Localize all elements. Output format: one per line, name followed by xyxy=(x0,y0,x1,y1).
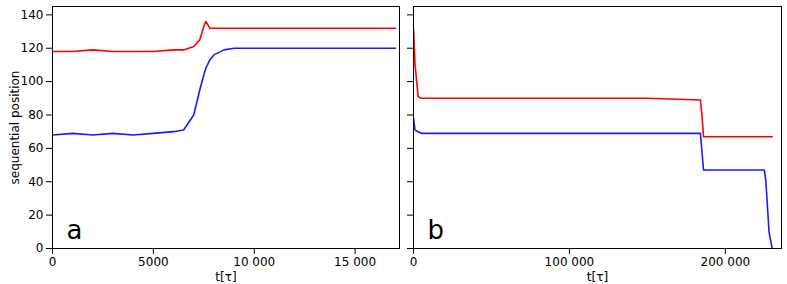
svg-text:0: 0 xyxy=(49,255,57,269)
svg-text:t[τ]: t[τ] xyxy=(587,270,608,284)
svg-text:b: b xyxy=(428,215,445,245)
svg-text:0: 0 xyxy=(36,241,44,255)
svg-text:140: 140 xyxy=(21,8,44,22)
svg-text:t[τ]: t[τ] xyxy=(215,270,236,284)
svg-text:60: 60 xyxy=(28,141,43,155)
svg-text:5000: 5000 xyxy=(138,255,169,269)
svg-text:100: 100 xyxy=(21,74,44,88)
svg-text:a: a xyxy=(67,215,83,245)
svg-text:80: 80 xyxy=(28,108,43,122)
svg-text:40: 40 xyxy=(28,175,43,189)
svg-text:100 000: 100 000 xyxy=(545,255,595,269)
svg-text:10 000: 10 000 xyxy=(233,255,275,269)
svg-text:200 000: 200 000 xyxy=(701,255,751,269)
svg-text:120: 120 xyxy=(21,41,44,55)
svg-text:20: 20 xyxy=(28,208,43,222)
svg-text:0: 0 xyxy=(410,255,418,269)
svg-text:15 000: 15 000 xyxy=(334,255,376,269)
svg-text:sequential position: sequential position xyxy=(8,71,22,185)
